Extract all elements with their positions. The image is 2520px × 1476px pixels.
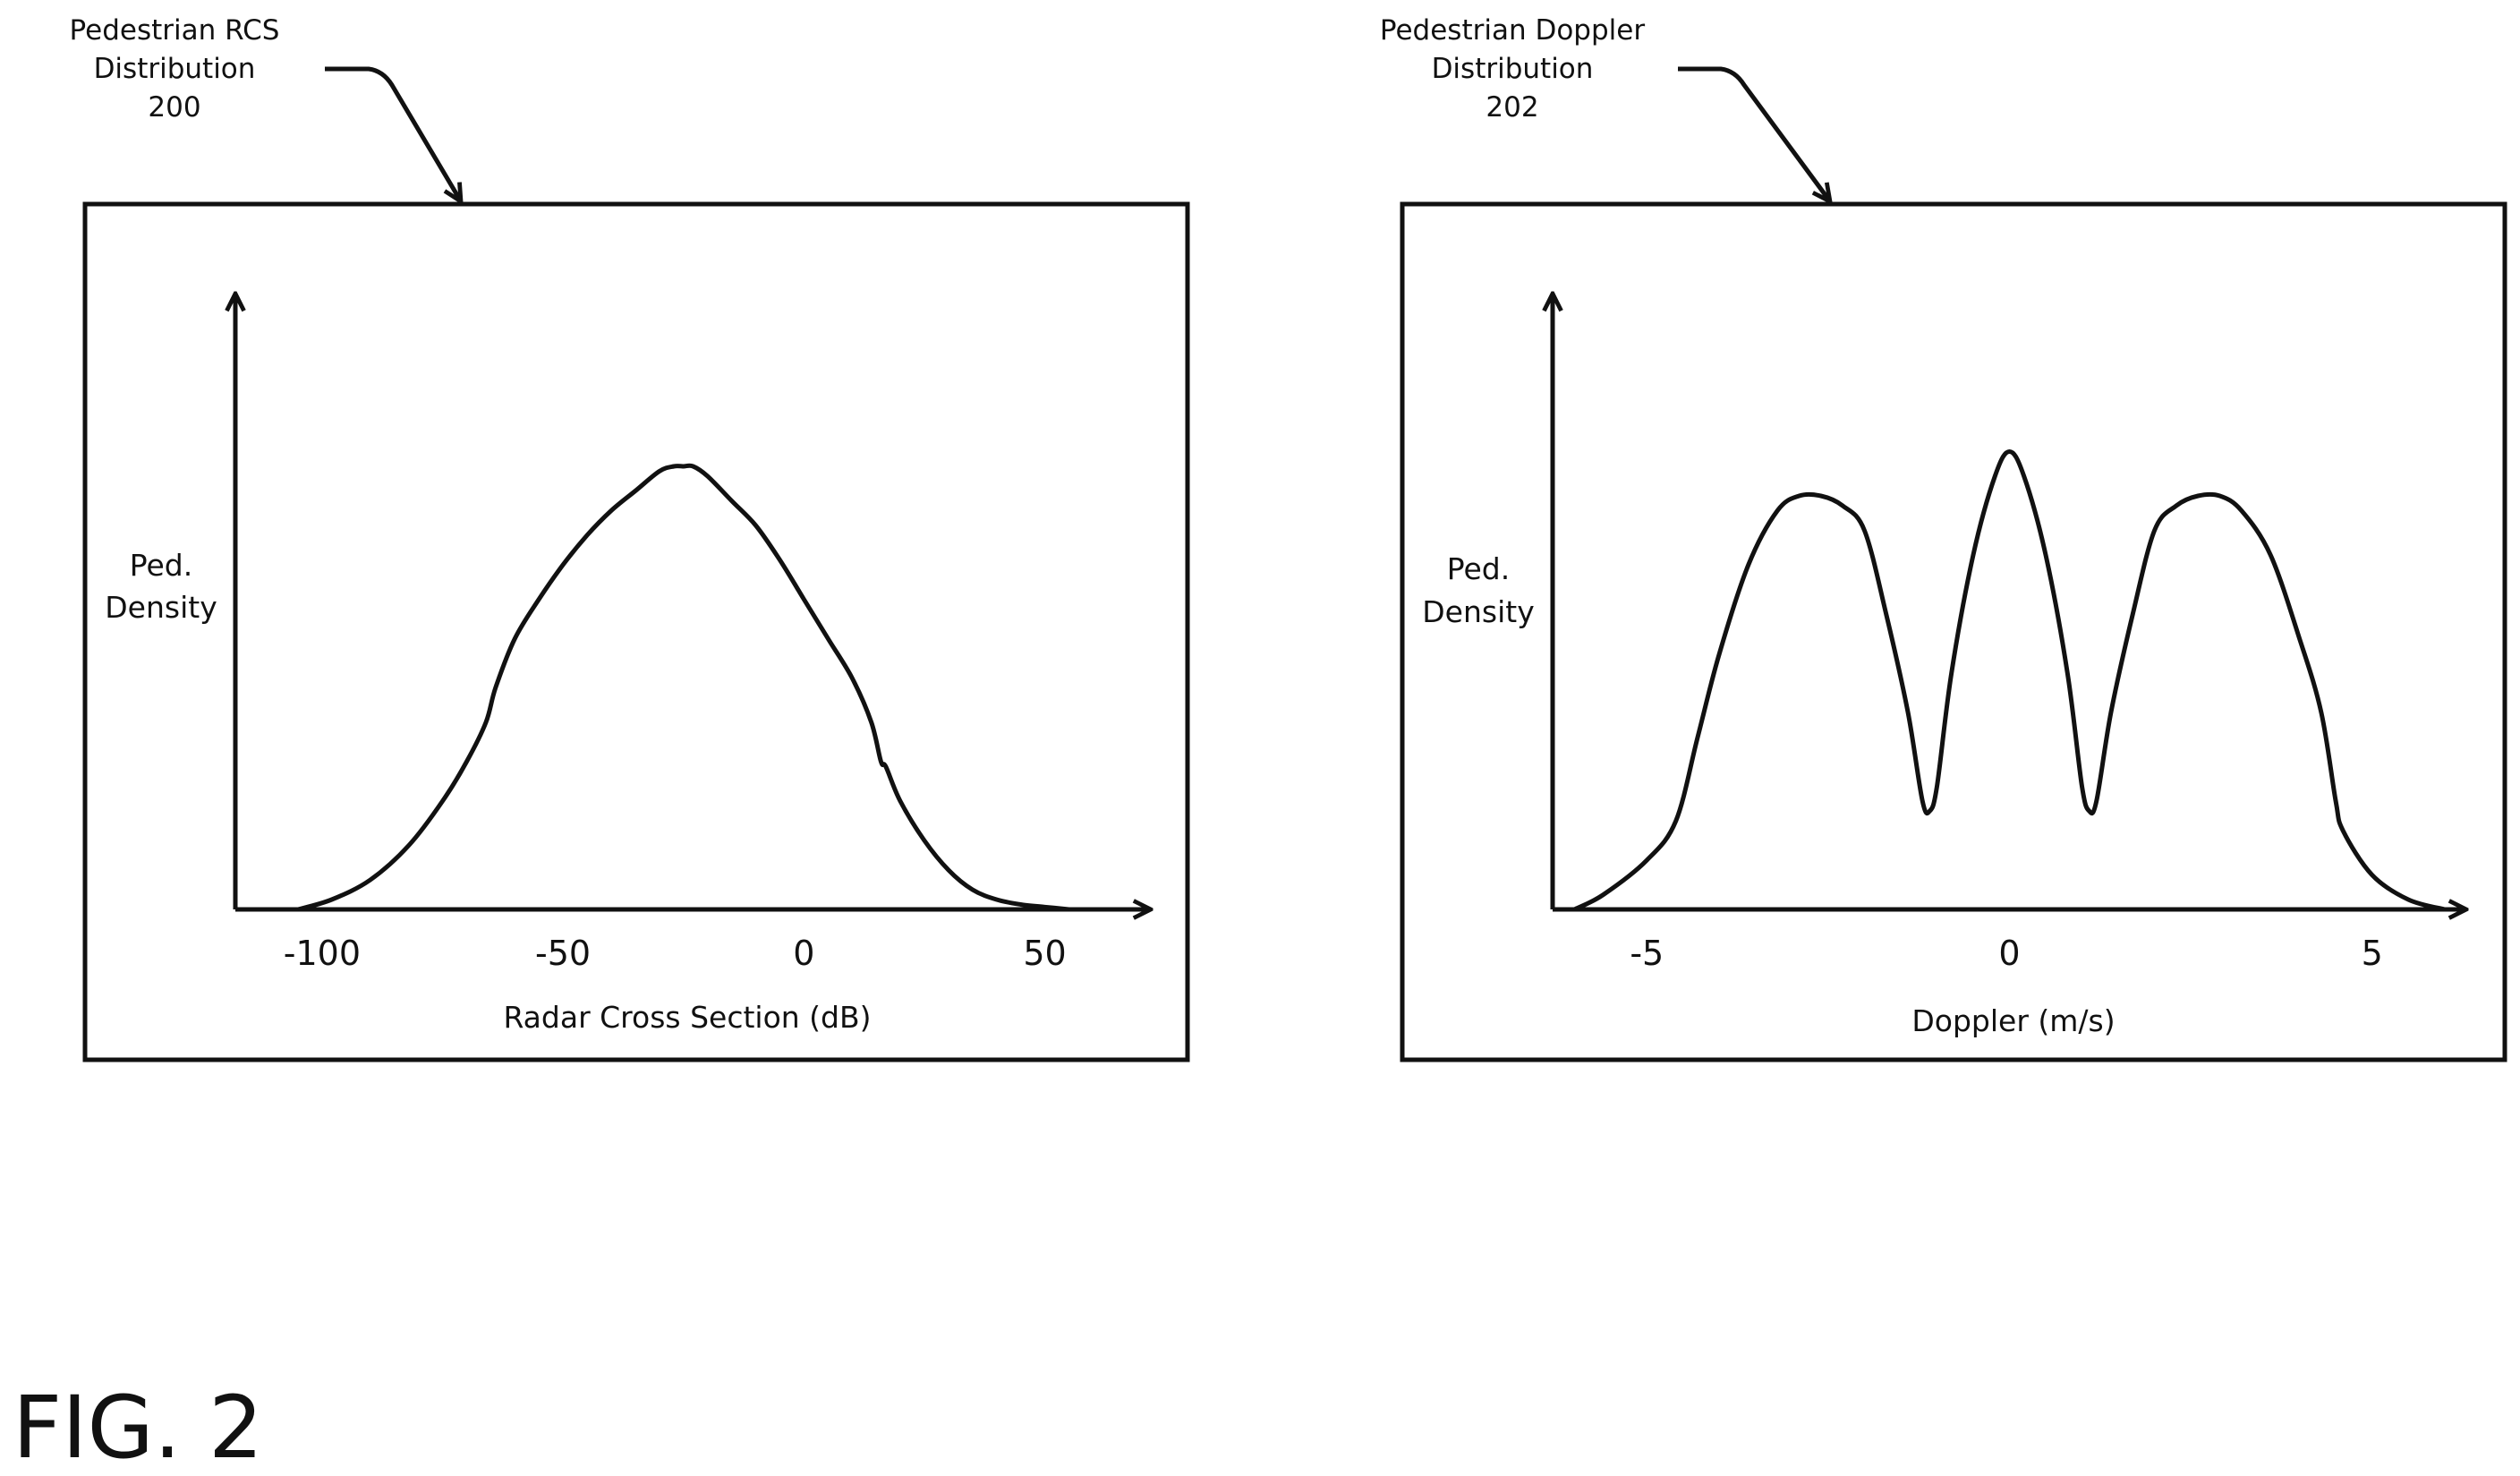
doppler-x-tick-label: -5 bbox=[1630, 934, 1664, 973]
rcs-x-tick-label: -50 bbox=[535, 934, 591, 973]
doppler-leader-line bbox=[1678, 66, 1830, 201]
doppler-chart: Pedestrian Doppler Distribution 202 Ped.… bbox=[1380, 14, 2507, 1062]
doppler-y-label-line-1: Ped. bbox=[1447, 551, 1510, 586]
doppler-title-number: 202 bbox=[1486, 91, 1538, 124]
rcs-x-tick-label: -100 bbox=[284, 934, 361, 973]
doppler-title-line-2: Distribution bbox=[1432, 53, 1594, 85]
rcs-x-tick-labels: -100 -50 0 50 bbox=[284, 934, 1067, 973]
rcs-x-tick-label: 50 bbox=[1023, 934, 1066, 973]
doppler-x-label: Doppler (m/s) bbox=[1911, 1003, 2115, 1038]
doppler-x-tick-label: 0 bbox=[1998, 934, 2020, 973]
doppler-frame bbox=[1400, 201, 2507, 1062]
rcs-frame bbox=[82, 201, 1190, 1062]
rcs-title-number: 200 bbox=[148, 91, 200, 124]
figure-label: FIG. 2 bbox=[13, 1378, 263, 1476]
rcs-y-label-line-1: Ped. bbox=[130, 548, 192, 583]
rcs-y-label-line-2: Density bbox=[105, 590, 217, 625]
doppler-y-label-line-2: Density bbox=[1422, 594, 1534, 629]
doppler-x-tick-labels: -5 0 5 bbox=[1630, 934, 2382, 973]
doppler-title-line-1: Pedestrian Doppler bbox=[1380, 14, 1645, 47]
rcs-chart: Pedestrian RCS Distribution 200 Ped. Den… bbox=[70, 14, 1190, 1062]
rcs-title-line-1: Pedestrian RCS bbox=[70, 14, 280, 47]
rcs-title-line-2: Distribution bbox=[94, 53, 256, 85]
rcs-leader-line bbox=[325, 66, 461, 201]
doppler-x-tick-label: 5 bbox=[2362, 934, 2383, 973]
rcs-density-curve bbox=[297, 463, 1069, 912]
rcs-x-label: Radar Cross Section (dB) bbox=[503, 1000, 871, 1035]
doppler-density-curve bbox=[1573, 448, 2446, 912]
rcs-x-tick-label: 0 bbox=[793, 934, 814, 973]
